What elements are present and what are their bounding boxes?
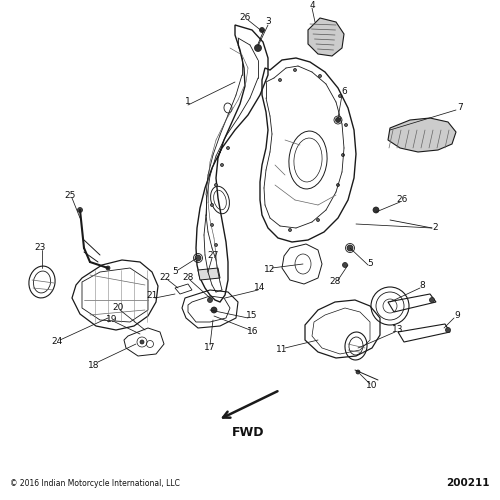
Ellipse shape: [344, 124, 348, 126]
Ellipse shape: [210, 224, 214, 226]
Ellipse shape: [347, 245, 353, 251]
Text: 11: 11: [276, 346, 288, 354]
Ellipse shape: [288, 228, 292, 232]
Text: 200211: 200211: [446, 478, 490, 488]
Polygon shape: [198, 268, 220, 280]
Text: 18: 18: [88, 360, 100, 370]
Ellipse shape: [373, 207, 379, 213]
Ellipse shape: [316, 218, 320, 222]
Text: 23: 23: [34, 244, 46, 252]
Ellipse shape: [356, 370, 360, 374]
Ellipse shape: [336, 184, 340, 186]
Text: 3: 3: [265, 18, 271, 26]
Text: 17: 17: [204, 344, 216, 352]
Text: 10: 10: [366, 380, 378, 390]
Ellipse shape: [140, 340, 144, 344]
Ellipse shape: [208, 298, 212, 302]
Text: 9: 9: [454, 312, 460, 320]
Text: 28: 28: [182, 274, 194, 282]
Text: © 2016 Indian Motorcycle International, LLC: © 2016 Indian Motorcycle International, …: [10, 479, 180, 488]
Ellipse shape: [106, 266, 110, 270]
Ellipse shape: [430, 298, 434, 302]
Ellipse shape: [342, 262, 347, 268]
Text: 8: 8: [419, 280, 425, 289]
Text: 6: 6: [341, 88, 347, 96]
Text: 19: 19: [106, 316, 118, 324]
Ellipse shape: [336, 118, 340, 122]
Text: 24: 24: [52, 338, 62, 346]
Ellipse shape: [220, 164, 224, 166]
Text: 2: 2: [432, 224, 438, 232]
Ellipse shape: [214, 244, 218, 246]
Text: 5: 5: [367, 258, 373, 268]
Ellipse shape: [294, 68, 296, 71]
Ellipse shape: [210, 204, 214, 206]
Text: 13: 13: [392, 326, 404, 334]
Text: 26: 26: [240, 12, 250, 22]
Text: 14: 14: [254, 282, 266, 292]
Text: 12: 12: [264, 266, 276, 274]
Text: 5: 5: [172, 268, 178, 276]
Ellipse shape: [446, 328, 450, 332]
Ellipse shape: [318, 74, 322, 78]
Ellipse shape: [254, 44, 262, 52]
Ellipse shape: [214, 184, 218, 186]
Text: 26: 26: [396, 196, 407, 204]
Text: 4: 4: [309, 2, 315, 11]
Text: 28: 28: [330, 278, 340, 286]
Text: 1: 1: [185, 98, 191, 106]
Text: 15: 15: [246, 312, 258, 320]
Text: 7: 7: [457, 104, 463, 112]
Ellipse shape: [78, 208, 82, 212]
Ellipse shape: [211, 307, 217, 313]
Text: 21: 21: [146, 292, 158, 300]
Text: 25: 25: [64, 192, 76, 200]
Ellipse shape: [226, 146, 230, 150]
Text: 20: 20: [112, 304, 124, 312]
Ellipse shape: [260, 28, 264, 32]
Text: FWD: FWD: [232, 426, 264, 438]
Text: 27: 27: [208, 250, 218, 260]
Polygon shape: [308, 18, 344, 56]
Ellipse shape: [342, 154, 344, 156]
Text: 22: 22: [160, 274, 170, 282]
Polygon shape: [388, 118, 456, 152]
Ellipse shape: [278, 78, 281, 82]
Ellipse shape: [338, 94, 342, 98]
Ellipse shape: [195, 255, 201, 261]
Text: 16: 16: [247, 328, 259, 336]
